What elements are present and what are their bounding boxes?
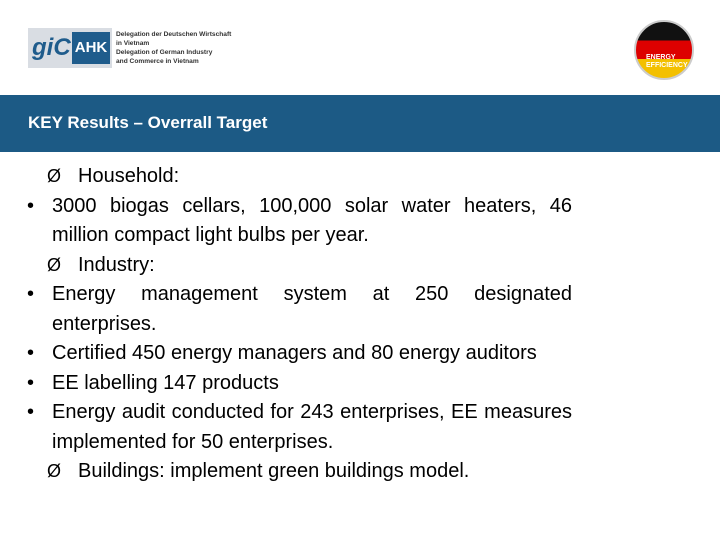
logo-line: in Vietnam <box>116 40 150 47</box>
item-text: Household: <box>78 165 180 187</box>
logo-line: and Commerce in Vietnam <box>116 58 199 65</box>
badge-text: ENERGY <box>646 54 676 61</box>
bullet-item: Ø Buildings: implement green buildings mo… <box>47 457 650 487</box>
content: Ø Household: • 3000 biogas cellars, 100,000… <box>0 162 720 487</box>
dot-bullet: • <box>27 283 35 305</box>
sub-text: Certified 450 energy managers and 80 ene… <box>52 342 537 364</box>
logo: giC AHK <box>28 28 112 68</box>
dot-bullet: • <box>27 342 35 364</box>
title: KEY Results – Overrall Target <box>28 113 268 132</box>
bullet-item: Ø Industry: <box>47 251 650 281</box>
badge-text: EFFICIENCY <box>646 62 688 69</box>
logo-mark: giC <box>32 34 71 61</box>
logo-name: AHK <box>72 32 110 64</box>
dot-bullet: • <box>27 401 35 423</box>
dot-bullet: • <box>27 371 35 394</box>
title-bar: KEY Results – Overrall Target <box>0 95 720 152</box>
sub-item: • Certified 450 energy managers and 80 en… <box>27 339 572 369</box>
sub-text: Energy audit conducted for 243 enterpris… <box>52 401 572 453</box>
item-text: Industry: <box>78 253 155 276</box>
logo-line: Delegation der Deutschen Wirtschaft <box>116 31 232 38</box>
item-text: Buildings: implement green buildings mod… <box>78 460 470 482</box>
sub-item: • Energy management system at 250 designa… <box>27 280 572 339</box>
badge: ENERGY EFFICIENCY <box>634 20 694 80</box>
sub-text: EE labelling 147 products <box>52 371 279 394</box>
sub-item: • EE labelling 147 products <box>27 369 572 399</box>
arrow-bullet: Ø <box>47 166 62 186</box>
arrow-bullet: Ø <box>47 461 62 481</box>
bullet-item: Ø Household: <box>47 162 650 192</box>
logo-text: Delegation der Deutschen Wirtschaft in V… <box>116 30 231 66</box>
dot-bullet: • <box>27 194 35 217</box>
sub-item: • 3000 biogas cellars, 100,000 solar wate… <box>27 192 572 251</box>
sub-text: 3000 biogas cellars, 100,000 solar water… <box>52 194 572 247</box>
sub-text: Energy management system at 250 designat… <box>52 283 572 335</box>
logo-line: Delegation of German Industry <box>116 49 213 56</box>
sub-item: • Energy audit conducted for 243 enterpri… <box>27 398 572 457</box>
arrow-bullet: Ø <box>47 254 62 275</box>
